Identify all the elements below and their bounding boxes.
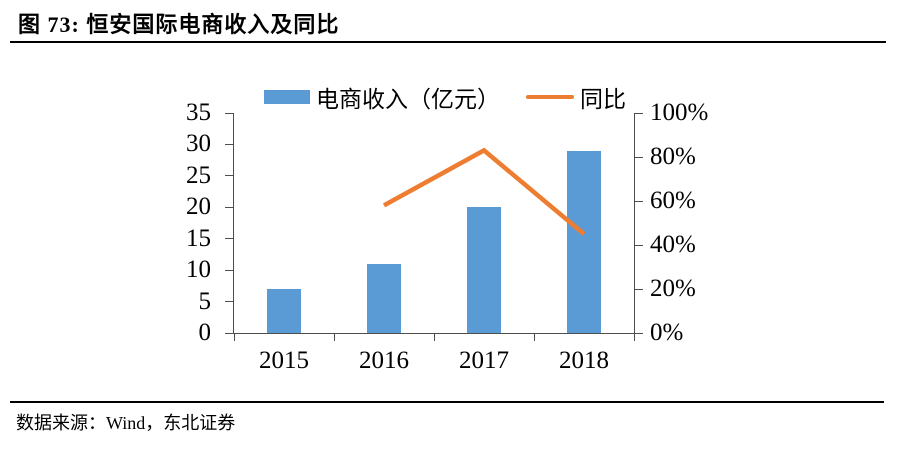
right-axis-label: 60% [650, 187, 696, 214]
left-axis-tick [225, 112, 234, 114]
x-axis-tick [433, 333, 435, 341]
right-axis-tick [634, 156, 643, 158]
bar-2017 [467, 207, 501, 333]
left-axis-label: 25 [186, 161, 211, 189]
x-axis-label-2017: 2017 [459, 347, 509, 374]
title-divider [10, 41, 886, 43]
left-axis-tick [225, 175, 234, 177]
x-axis-label-2016: 2016 [359, 347, 409, 374]
right-axis-label: 80% [650, 143, 696, 170]
yoy-line-path [382, 147, 586, 236]
x-axis-tick [633, 333, 635, 341]
right-axis-label: 0% [650, 319, 684, 346]
x-axis-label-2018: 2018 [559, 347, 609, 374]
x-axis-tick [233, 333, 235, 341]
right-axis-label: 40% [650, 231, 696, 258]
data-source: 数据来源：Wind，东北证券 [16, 413, 236, 433]
left-axis-tick [225, 332, 234, 334]
chart-legend: 电商收入（亿元） 同比 [264, 80, 626, 114]
bar-2016 [367, 263, 401, 333]
legend-bar-swatch [264, 90, 310, 104]
plot-area: 0 5 10 15 20 25 30 35 0% 20% 40% 60% 80% 100% 2015 2016… [186, 99, 708, 374]
right-axis-tick [634, 112, 643, 114]
left-axis-label: 15 [186, 224, 211, 252]
right-axis-tick [634, 332, 643, 334]
legend-line-swatch [526, 95, 574, 99]
bar-2015 [267, 289, 301, 333]
right-axis-tick [634, 244, 643, 246]
legend-label-yoy: 同比 [580, 87, 626, 112]
footer-divider [10, 401, 884, 403]
yoy-line [382, 147, 586, 236]
x-axis-tick [333, 333, 335, 341]
left-axis-tick [225, 269, 234, 271]
x-axis-label-2015: 2015 [259, 347, 309, 374]
right-axis-tick [634, 288, 643, 290]
left-axis-label: 20 [186, 193, 211, 221]
left-axis-tick [225, 301, 234, 303]
left-axis-label: 0 [198, 319, 212, 346]
x-axis-tick [533, 333, 535, 341]
legend-item-revenue: 电商收入（亿元） [264, 80, 500, 114]
left-axis-label: 35 [186, 99, 211, 126]
legend-item-yoy: 同比 [526, 80, 626, 114]
left-axis-label: 10 [186, 256, 211, 284]
left-axis-label: 5 [198, 287, 212, 315]
left-axis-label: 30 [186, 130, 211, 158]
right-axis-label: 20% [650, 275, 696, 302]
right-axis-label: 100% [650, 99, 709, 126]
legend-label-revenue: 电商收入（亿元） [316, 87, 500, 112]
figure-title: 图 73: 恒安国际电商收入及同比 [18, 12, 340, 37]
right-axis-tick [634, 200, 643, 202]
left-axis-tick [225, 143, 234, 145]
left-axis-tick [225, 206, 234, 208]
bar-2018 [567, 150, 601, 333]
left-axis-tick [225, 238, 234, 240]
